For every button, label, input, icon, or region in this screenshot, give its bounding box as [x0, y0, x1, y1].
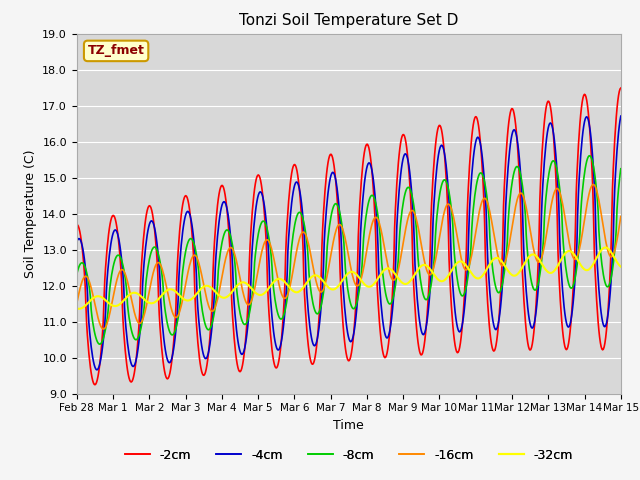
-4cm — [140, 269, 147, 275]
-8cm — [83, 270, 90, 276]
-32cm — [140, 296, 147, 301]
-32cm — [431, 274, 439, 279]
-16cm — [99, 326, 107, 332]
-2cm — [223, 211, 231, 216]
-4cm — [416, 318, 424, 324]
Legend: -2cm, -4cm, -8cm, -16cm, -32cm: -2cm, -4cm, -8cm, -16cm, -32cm — [120, 444, 578, 467]
-32cm — [602, 245, 609, 251]
-16cm — [195, 259, 202, 265]
-32cm — [76, 306, 83, 312]
Line: -2cm: -2cm — [77, 88, 621, 385]
Y-axis label: Soil Temperature (C): Soil Temperature (C) — [24, 149, 36, 278]
-8cm — [431, 233, 439, 239]
-8cm — [95, 341, 103, 347]
-32cm — [617, 264, 625, 269]
-2cm — [195, 348, 202, 353]
-2cm — [83, 321, 90, 326]
Line: -32cm: -32cm — [77, 248, 621, 309]
-4cm — [83, 278, 90, 284]
-2cm — [73, 222, 81, 228]
-8cm — [223, 227, 231, 233]
-4cm — [617, 113, 625, 119]
-16cm — [416, 232, 424, 238]
-8cm — [73, 271, 81, 277]
Title: Tonzi Soil Temperature Set D: Tonzi Soil Temperature Set D — [239, 13, 458, 28]
-4cm — [93, 367, 101, 372]
-2cm — [416, 348, 424, 354]
-16cm — [140, 315, 147, 321]
-32cm — [73, 306, 81, 312]
-16cm — [83, 274, 90, 279]
-4cm — [431, 180, 439, 186]
-16cm — [617, 214, 625, 219]
X-axis label: Time: Time — [333, 419, 364, 432]
-16cm — [223, 250, 231, 255]
Line: -16cm: -16cm — [77, 184, 621, 329]
-2cm — [431, 143, 439, 149]
-8cm — [586, 153, 594, 158]
-4cm — [223, 208, 231, 214]
Line: -8cm: -8cm — [77, 156, 621, 344]
-8cm — [140, 311, 147, 316]
-32cm — [195, 288, 202, 294]
-8cm — [416, 270, 424, 276]
-8cm — [617, 166, 625, 172]
-16cm — [431, 257, 439, 263]
-16cm — [73, 300, 81, 306]
-32cm — [416, 265, 424, 271]
-16cm — [589, 181, 597, 187]
Text: TZ_fmet: TZ_fmet — [88, 44, 145, 58]
-2cm — [91, 382, 99, 388]
-2cm — [140, 237, 147, 242]
-32cm — [84, 300, 92, 306]
-8cm — [195, 268, 202, 274]
Line: -4cm: -4cm — [77, 116, 621, 370]
-2cm — [617, 85, 625, 91]
-4cm — [73, 239, 81, 245]
-32cm — [223, 294, 231, 300]
-4cm — [195, 316, 202, 322]
